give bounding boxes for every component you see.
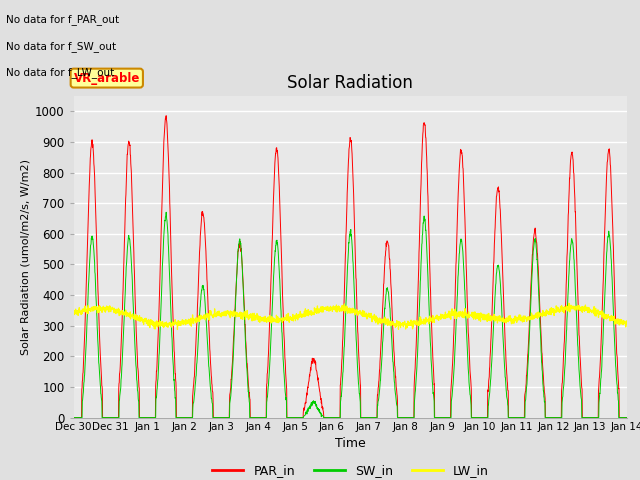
Title: Solar Radiation: Solar Radiation bbox=[287, 73, 413, 92]
Text: No data for f_PAR_out: No data for f_PAR_out bbox=[6, 14, 120, 25]
X-axis label: Time: Time bbox=[335, 437, 366, 450]
Text: No data for f_SW_out: No data for f_SW_out bbox=[6, 41, 116, 52]
Text: No data for f_LW_out: No data for f_LW_out bbox=[6, 67, 115, 78]
Y-axis label: Solar Radiation (umol/m2/s, W/m2): Solar Radiation (umol/m2/s, W/m2) bbox=[20, 159, 31, 355]
Text: VR_arable: VR_arable bbox=[74, 72, 140, 84]
Legend: PAR_in, SW_in, LW_in: PAR_in, SW_in, LW_in bbox=[207, 459, 494, 480]
